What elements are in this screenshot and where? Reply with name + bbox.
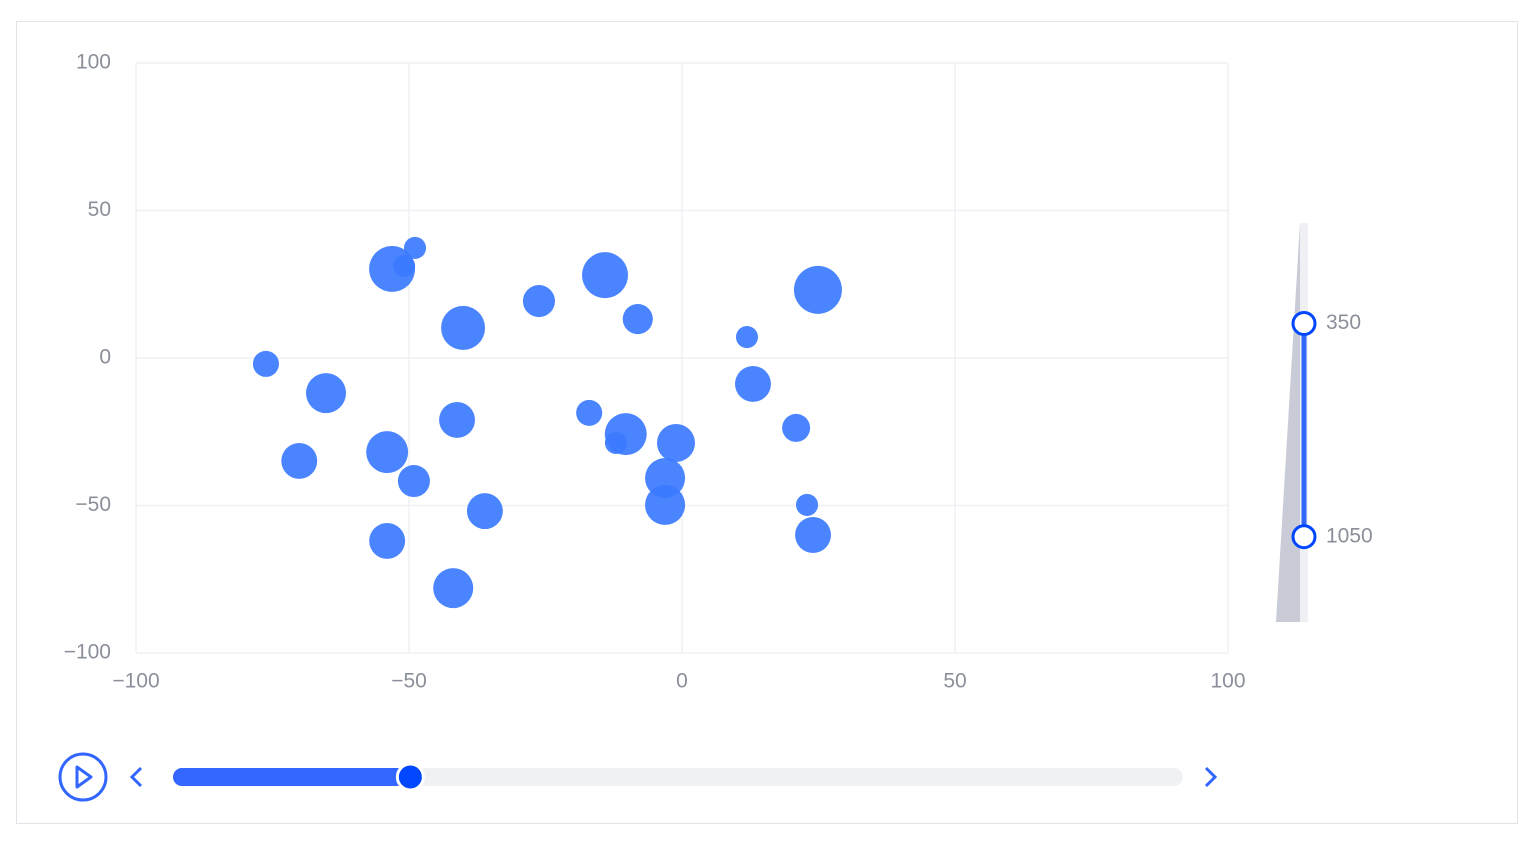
bubble (656, 423, 696, 462)
frame (16, 21, 1518, 824)
play-icon (75, 765, 93, 789)
bubble (305, 373, 347, 414)
bubble (582, 252, 628, 299)
bubble (645, 484, 686, 525)
bubble (433, 568, 474, 609)
play-button[interactable] (58, 752, 108, 802)
bubble (793, 265, 842, 314)
bubble (252, 350, 279, 377)
bubble (622, 304, 653, 335)
timeline-handle[interactable] (395, 762, 425, 792)
bubble (441, 305, 486, 350)
legend-handle[interactable] (1291, 524, 1317, 550)
bubble (522, 285, 555, 318)
bubble (397, 464, 430, 498)
y-tick-label: −50 (75, 493, 111, 516)
bubble (576, 399, 603, 426)
x-tick-label: 100 (1210, 670, 1245, 693)
bubble (393, 254, 416, 278)
bubble (795, 517, 831, 553)
next-button[interactable] (1204, 766, 1218, 788)
legend-label: 350 (1326, 311, 1361, 334)
bubble (795, 493, 819, 516)
bubble (439, 401, 476, 438)
x-tick-label: 0 (676, 670, 688, 693)
bubble (369, 522, 406, 559)
bubble (366, 431, 409, 474)
prev-button[interactable] (129, 766, 143, 788)
x-tick-label: 50 (943, 670, 966, 693)
bubble (466, 493, 503, 530)
bubble (281, 443, 318, 479)
bubble (604, 431, 627, 455)
y-tick-label: 0 (99, 346, 111, 369)
legend-label: 1050 (1326, 524, 1373, 547)
y-tick-label: 100 (76, 51, 111, 74)
bubble (735, 366, 771, 402)
timeline (58, 752, 1218, 802)
legend-handle[interactable] (1291, 311, 1317, 337)
x-tick-label: −50 (391, 670, 427, 693)
bubble (782, 413, 811, 442)
bubble (735, 326, 759, 349)
bubble (403, 236, 427, 260)
y-tick-label: −100 (64, 641, 111, 664)
x-tick-label: −100 (112, 670, 159, 693)
y-tick-label: 50 (88, 198, 111, 221)
